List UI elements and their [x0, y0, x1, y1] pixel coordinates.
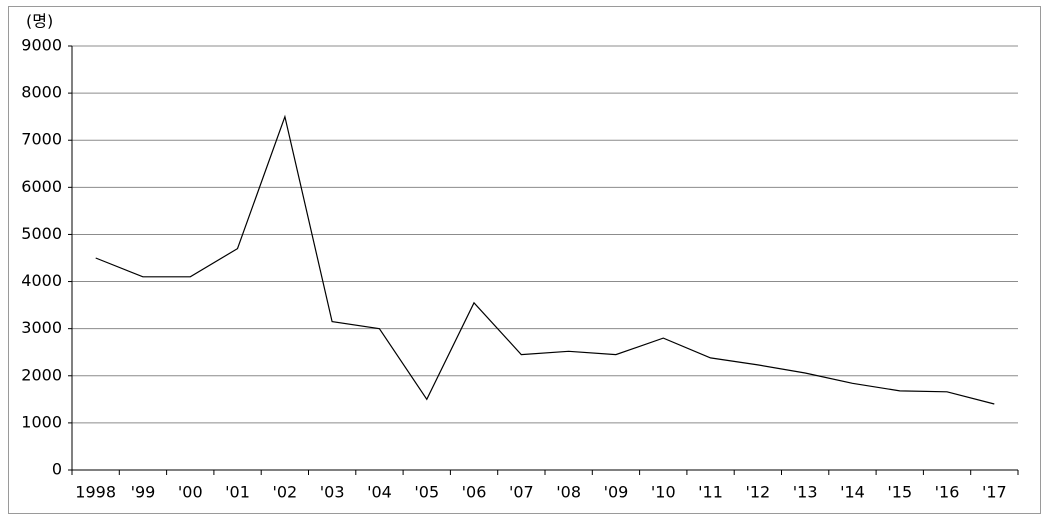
x-tick-label: 1998	[75, 483, 116, 502]
x-tick-label: '02	[272, 483, 297, 502]
y-tick-label: 8000	[21, 83, 62, 102]
x-tick-label: '12	[745, 483, 770, 502]
x-tick-label: '09	[604, 483, 629, 502]
x-tick-label: '17	[982, 483, 1007, 502]
y-tick-label: 2000	[21, 365, 62, 384]
x-tick-label: '14	[840, 483, 865, 502]
y-tick-label: 5000	[21, 224, 62, 243]
x-tick-label: '99	[131, 483, 156, 502]
y-tick-label: 1000	[21, 412, 62, 431]
x-tick-label: '03	[320, 483, 345, 502]
y-tick-label: 9000	[21, 36, 62, 55]
chart-frame	[8, 6, 1041, 514]
y-tick-label: 6000	[21, 177, 62, 196]
x-tick-label: '10	[651, 483, 676, 502]
x-tick-label: '00	[178, 483, 203, 502]
x-tick-label: '11	[698, 483, 723, 502]
x-tick-label: '06	[462, 483, 487, 502]
x-tick-label: '05	[414, 483, 439, 502]
series-line	[95, 114, 995, 405]
x-tick-label: '01	[225, 483, 250, 502]
x-tick-label: '13	[793, 483, 818, 502]
x-tick-label: '08	[556, 483, 581, 502]
x-tick-label: '07	[509, 483, 534, 502]
x-tick-label: '04	[367, 483, 392, 502]
y-tick-label: 7000	[21, 130, 62, 149]
y-unit: (명)	[26, 12, 53, 31]
y-tick-label: 4000	[21, 271, 62, 290]
x-tick-label: '15	[887, 483, 912, 502]
x-tick-label: '16	[935, 483, 960, 502]
y-tick-label: 0	[52, 460, 62, 479]
y-tick-label: 3000	[21, 318, 62, 337]
